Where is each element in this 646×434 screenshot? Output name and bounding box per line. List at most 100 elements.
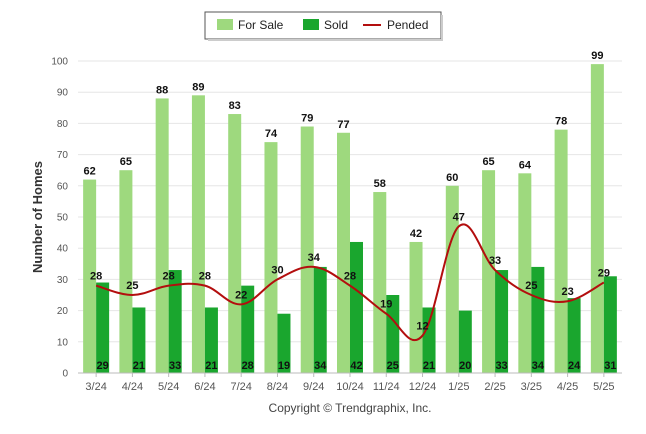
legend-box-shadow (441, 15, 443, 41)
bar-for-sale (554, 129, 568, 373)
y-tick-label: 60 (57, 181, 69, 192)
legend: For Sale Sold Pended (204, 11, 443, 41)
legend-swatch-sold (303, 19, 319, 30)
bar-for-sale (373, 192, 387, 373)
data-label-sold: 21 (205, 360, 217, 372)
data-label-pended: 19 (380, 299, 392, 311)
bar-for-sale (300, 126, 314, 374)
data-label-sold: 25 (387, 360, 399, 372)
data-label-sold: 31 (604, 360, 616, 372)
y-tick-label: 30 (57, 275, 69, 286)
data-label-pended: 28 (199, 271, 211, 283)
data-label-for-sale: 89 (192, 81, 204, 93)
data-label-for-sale: 65 (120, 156, 132, 168)
bar-for-sale (409, 241, 423, 373)
legend-swatch-for-sale (217, 19, 233, 30)
data-label-sold: 33 (495, 360, 507, 372)
x-tick-label: 9/24 (303, 381, 324, 393)
bar-sold (422, 307, 436, 373)
x-tick-label: 12/24 (409, 381, 437, 393)
x-tick-label: 10/24 (336, 381, 364, 393)
data-label-sold: 34 (314, 360, 327, 372)
data-label-pended: 22 (235, 289, 247, 301)
y-tick-label: 50 (57, 213, 69, 224)
line-layer (95, 223, 605, 342)
data-label-pended: 28 (90, 271, 102, 283)
legend-label-pended: Pended (387, 18, 428, 32)
bar-sold (313, 266, 327, 373)
legend-box-shadow-bottom (208, 39, 443, 41)
x-tick-label: 4/25 (557, 381, 578, 393)
data-label-for-sale: 88 (156, 84, 168, 96)
bar-sold (168, 270, 182, 373)
labels-layer: 62 29 65 21 88 33 89 21 83 28 74 19 79 34 77 42 58 25 42 21… (84, 50, 617, 372)
x-tick-label: 8/24 (267, 381, 288, 393)
y-tick-label: 20 (57, 306, 69, 317)
data-label-for-sale: 78 (555, 116, 567, 128)
data-label-for-sale: 79 (301, 113, 313, 125)
bar-sold (386, 295, 400, 373)
y-tick-label: 0 (62, 369, 68, 380)
data-label-sold: 21 (133, 360, 145, 372)
data-label-pended: 33 (489, 255, 501, 267)
bar-for-sale (264, 142, 278, 373)
bar-for-sale (83, 179, 97, 373)
data-label-for-sale: 65 (482, 156, 494, 168)
data-label-sold: 24 (568, 360, 581, 372)
x-tick-label: 3/24 (85, 381, 106, 393)
data-label-pended: 47 (453, 211, 465, 223)
legend-box (204, 11, 442, 40)
data-label-sold: 20 (459, 360, 471, 372)
bar-sold (96, 282, 110, 373)
data-label-pended: 28 (344, 271, 356, 283)
x-tick-label: 11/24 (373, 381, 400, 393)
y-tick-label: 40 (57, 244, 69, 255)
axes-layer: 0 10 20 30 40 50 60 70 80 90 100 3/24 4/24 5/24 6/24 7/… (51, 57, 622, 393)
data-label-for-sale: 83 (229, 100, 241, 112)
y-tick-label: 100 (51, 57, 68, 68)
x-tick-label: 5/24 (158, 381, 179, 393)
data-label-pended: 25 (126, 280, 138, 292)
data-label-pended: 34 (308, 252, 321, 264)
x-tick-label: 5/25 (593, 381, 614, 393)
data-label-sold: 28 (242, 360, 254, 372)
data-label-pended: 25 (525, 280, 537, 292)
data-label-sold: 29 (97, 360, 109, 372)
data-label-sold: 34 (532, 360, 545, 372)
data-label-pended: 12 (416, 321, 428, 333)
x-tick-label: 4/24 (122, 381, 143, 393)
data-label-pended: 29 (598, 268, 610, 280)
bar-sold (531, 266, 545, 373)
data-label-sold: 21 (423, 360, 435, 372)
data-label-pended: 30 (271, 264, 283, 276)
legend-label-sold: Sold (324, 18, 348, 32)
x-tick-label: 2/25 (484, 381, 505, 393)
x-tick-label: 3/25 (521, 381, 542, 393)
bar-for-sale (191, 95, 205, 373)
bar-sold (350, 241, 363, 373)
data-label-for-sale: 42 (410, 228, 422, 240)
bar-for-sale (155, 98, 169, 373)
bar-for-sale (119, 170, 133, 373)
bars-layer (83, 64, 617, 374)
bar-sold (458, 310, 472, 373)
bar-for-sale (228, 114, 242, 373)
bar-sold (277, 313, 291, 373)
bar-for-sale (482, 170, 496, 373)
data-label-pended: 28 (163, 271, 175, 283)
y-tick-label: 70 (57, 150, 69, 161)
data-label-for-sale: 77 (337, 119, 349, 131)
bar-sold (495, 270, 509, 373)
data-label-for-sale: 64 (519, 159, 532, 171)
bar-sold (567, 298, 581, 373)
y-tick-label: 90 (57, 88, 69, 99)
bar-sold (603, 276, 617, 373)
x-tick-label: 6/24 (194, 381, 215, 393)
pended-line (95, 223, 605, 342)
y-tick-label: 10 (57, 337, 69, 348)
data-label-pended: 23 (561, 286, 573, 298)
data-label-for-sale: 60 (446, 172, 458, 184)
bar-sold (241, 285, 255, 373)
